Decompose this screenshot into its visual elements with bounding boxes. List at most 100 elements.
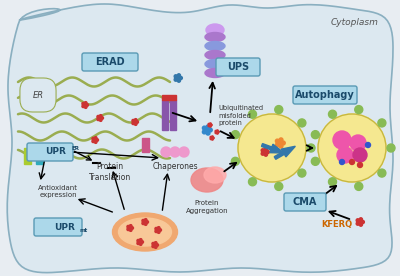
- Circle shape: [97, 118, 100, 121]
- Circle shape: [86, 104, 88, 106]
- Circle shape: [82, 102, 84, 105]
- Ellipse shape: [205, 68, 225, 78]
- Text: Autophagy: Autophagy: [295, 90, 355, 100]
- Circle shape: [129, 227, 131, 229]
- Circle shape: [328, 110, 336, 118]
- Circle shape: [179, 147, 189, 157]
- Circle shape: [170, 147, 180, 157]
- Circle shape: [355, 182, 363, 190]
- Circle shape: [208, 128, 212, 132]
- Circle shape: [298, 169, 306, 177]
- Circle shape: [139, 239, 142, 241]
- Polygon shape: [7, 4, 393, 273]
- Ellipse shape: [204, 167, 226, 183]
- Circle shape: [92, 137, 94, 140]
- Circle shape: [378, 169, 386, 177]
- Circle shape: [210, 126, 211, 127]
- Bar: [36, 148, 43, 156]
- Circle shape: [84, 106, 87, 108]
- Circle shape: [139, 241, 141, 243]
- Circle shape: [144, 219, 147, 221]
- Circle shape: [174, 78, 177, 81]
- Circle shape: [137, 242, 140, 245]
- Circle shape: [212, 137, 214, 139]
- Circle shape: [205, 128, 209, 132]
- Text: ERAD: ERAD: [95, 57, 125, 67]
- Text: ER: ER: [32, 91, 44, 100]
- Circle shape: [134, 121, 136, 123]
- Circle shape: [152, 242, 154, 245]
- Circle shape: [154, 242, 157, 244]
- Circle shape: [311, 157, 319, 165]
- Text: Antioxidant
expression: Antioxidant expression: [38, 185, 78, 198]
- Circle shape: [94, 137, 97, 139]
- Circle shape: [101, 117, 104, 119]
- Circle shape: [231, 131, 239, 139]
- Circle shape: [215, 130, 217, 132]
- Circle shape: [355, 106, 363, 114]
- Circle shape: [212, 136, 213, 137]
- Bar: [36, 156, 43, 164]
- Circle shape: [154, 244, 156, 246]
- Text: UPR: UPR: [46, 147, 66, 156]
- Text: Chaperones: Chaperones: [152, 162, 198, 171]
- Circle shape: [134, 119, 137, 121]
- Ellipse shape: [205, 33, 225, 41]
- Circle shape: [359, 218, 362, 221]
- Circle shape: [159, 229, 162, 231]
- Circle shape: [210, 138, 212, 140]
- Circle shape: [318, 114, 386, 182]
- Circle shape: [49, 88, 52, 90]
- Bar: [24, 156, 31, 164]
- Circle shape: [206, 125, 210, 129]
- Bar: [24, 148, 31, 156]
- Circle shape: [202, 130, 206, 134]
- Ellipse shape: [191, 168, 223, 192]
- Circle shape: [217, 132, 218, 134]
- Circle shape: [279, 138, 283, 142]
- Circle shape: [275, 106, 283, 114]
- Circle shape: [84, 104, 86, 106]
- Circle shape: [157, 229, 159, 231]
- Circle shape: [49, 84, 52, 86]
- Circle shape: [311, 131, 319, 139]
- Ellipse shape: [112, 213, 178, 251]
- Circle shape: [161, 147, 171, 157]
- Text: Protein
Aggregation: Protein Aggregation: [186, 200, 228, 214]
- Ellipse shape: [205, 41, 225, 51]
- Ellipse shape: [206, 24, 224, 36]
- Circle shape: [328, 178, 336, 186]
- Circle shape: [129, 225, 132, 227]
- Circle shape: [298, 119, 306, 127]
- Circle shape: [264, 153, 268, 156]
- Circle shape: [210, 124, 212, 126]
- Circle shape: [211, 137, 213, 139]
- Circle shape: [215, 132, 217, 134]
- Bar: [162, 95, 176, 100]
- Circle shape: [279, 144, 283, 148]
- FancyBboxPatch shape: [284, 193, 326, 211]
- Ellipse shape: [118, 218, 172, 246]
- Ellipse shape: [205, 60, 225, 68]
- Circle shape: [212, 139, 213, 140]
- FancyBboxPatch shape: [82, 53, 138, 71]
- Circle shape: [146, 221, 148, 223]
- Circle shape: [92, 140, 94, 143]
- Circle shape: [281, 141, 285, 145]
- Circle shape: [142, 222, 144, 225]
- Circle shape: [127, 228, 130, 230]
- Circle shape: [210, 136, 212, 138]
- Circle shape: [127, 225, 130, 228]
- Bar: [170, 100, 176, 130]
- Circle shape: [356, 222, 359, 225]
- Bar: [142, 138, 149, 152]
- Text: Protein
Translation: Protein Translation: [89, 162, 131, 182]
- Circle shape: [278, 141, 282, 145]
- Circle shape: [206, 131, 210, 135]
- Circle shape: [209, 124, 211, 126]
- FancyBboxPatch shape: [34, 218, 82, 236]
- Text: UPS: UPS: [227, 62, 249, 72]
- Circle shape: [276, 143, 279, 147]
- Circle shape: [47, 87, 50, 90]
- Circle shape: [276, 139, 279, 143]
